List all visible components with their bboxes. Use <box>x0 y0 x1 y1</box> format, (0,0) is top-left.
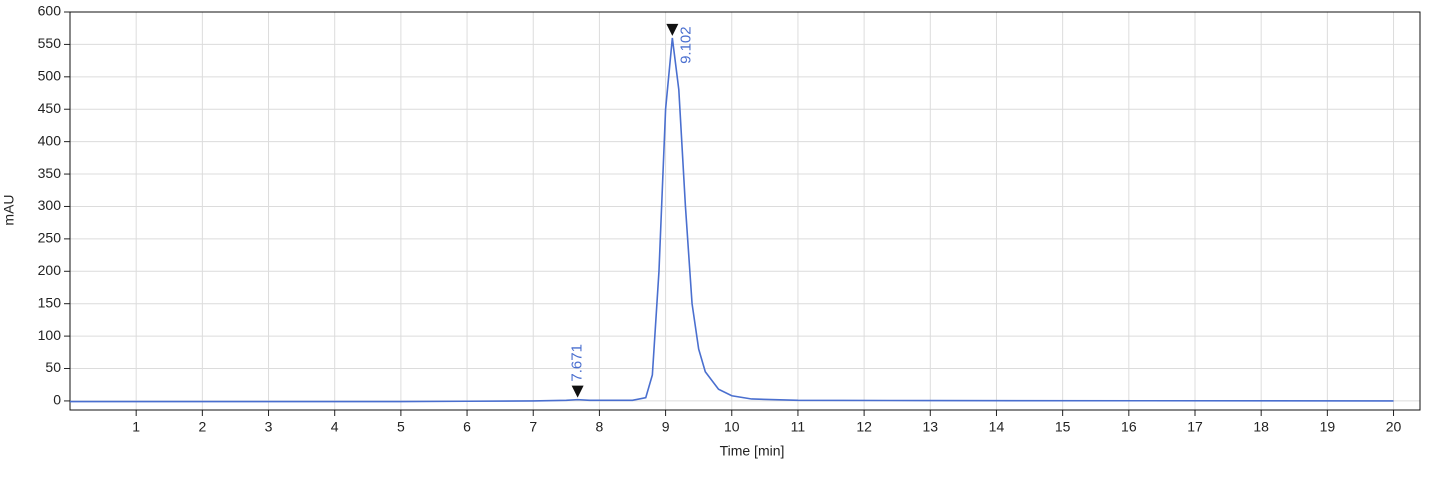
y-axis-label: mAU <box>1 194 17 225</box>
x-tick-label: 4 <box>331 419 339 435</box>
y-tick-label: 200 <box>38 262 62 278</box>
y-tick-label: 250 <box>38 230 62 246</box>
x-tick-label: 19 <box>1320 419 1336 435</box>
x-tick-label: 3 <box>265 419 273 435</box>
peak-label: 9.102 <box>677 26 694 64</box>
y-tick-label: 100 <box>38 327 62 343</box>
x-tick-label: 8 <box>596 419 604 435</box>
x-tick-label: 16 <box>1121 419 1137 435</box>
y-tick-label: 550 <box>38 35 62 51</box>
x-tick-label: 7 <box>529 419 537 435</box>
y-tick-label: 450 <box>38 100 62 116</box>
x-tick-label: 12 <box>856 419 872 435</box>
x-tick-label: 2 <box>198 419 206 435</box>
x-tick-label: 18 <box>1253 419 1269 435</box>
x-tick-label: 13 <box>923 419 939 435</box>
y-tick-label: 50 <box>45 359 61 375</box>
y-tick-label: 300 <box>38 197 62 213</box>
peak-marker <box>666 23 679 36</box>
x-tick-label: 10 <box>724 419 740 435</box>
x-tick-label: 9 <box>662 419 670 435</box>
y-tick-label: 0 <box>53 392 61 408</box>
x-tick-label: 1 <box>132 419 140 435</box>
plot-frame <box>69 11 1421 411</box>
x-tick-label: 6 <box>463 419 471 435</box>
x-tick-label: 15 <box>1055 419 1071 435</box>
y-tick-label: 350 <box>38 165 62 181</box>
y-tick-label: 600 <box>38 3 62 19</box>
x-tick-label: 20 <box>1386 419 1402 435</box>
y-tick-label: 150 <box>38 294 62 310</box>
y-tick-label: 500 <box>38 68 62 84</box>
x-tick-label: 14 <box>989 419 1005 435</box>
peak-marker <box>571 385 584 398</box>
peak-label: 7.671 <box>569 344 586 382</box>
chromatogram-line <box>70 37 1394 403</box>
x-tick-label: 17 <box>1187 419 1203 435</box>
y-tick-label: 400 <box>38 132 62 148</box>
x-tick-label: 5 <box>397 419 405 435</box>
x-axis-label: Time [min] <box>720 443 785 459</box>
x-tick-label: 11 <box>791 419 806 435</box>
